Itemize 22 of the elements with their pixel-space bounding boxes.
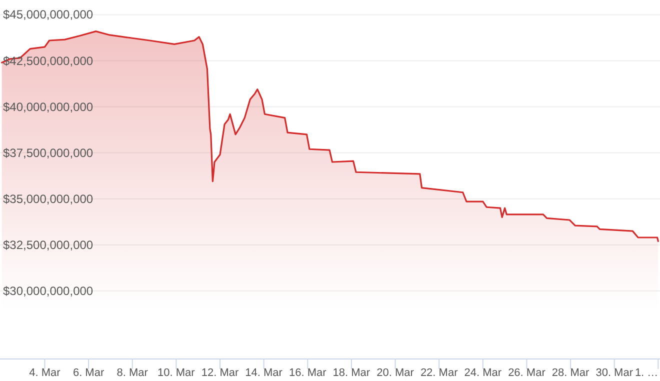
x-tick-label: 14. Mar: [245, 367, 283, 379]
y-tick-label: $42,500,000,000: [3, 54, 94, 68]
y-tick-label: $40,000,000,000: [3, 100, 94, 114]
x-tick-label: 20. Mar: [376, 367, 414, 379]
x-tick-label: 26. Mar: [508, 367, 546, 379]
x-tick-label: 30. Mar: [596, 367, 634, 379]
x-tick-label: 18. Mar: [332, 367, 370, 379]
y-tick-label: $30,000,000,000: [3, 284, 94, 298]
x-tick-label: 28. Mar: [552, 367, 590, 379]
x-tick-label: 22. Mar: [420, 367, 458, 379]
x-tick-label: 6. Mar: [72, 367, 104, 379]
x-tick-label: 12. Mar: [201, 367, 239, 379]
x-tick-label: 4. Mar: [29, 367, 61, 379]
x-tick-label: 1. …: [634, 367, 658, 379]
y-tick-label: $32,500,000,000: [3, 238, 94, 252]
x-tick-label: 24. Mar: [464, 367, 502, 379]
x-tick-label: 10. Mar: [158, 367, 196, 379]
y-tick-label: $45,000,000,000: [3, 8, 94, 22]
x-tick-label: 16. Mar: [288, 367, 327, 379]
y-tick-label: $37,500,000,000: [3, 146, 94, 160]
x-tick-label: 8. Mar: [116, 367, 148, 379]
y-tick-label: $35,000,000,000: [3, 192, 94, 206]
